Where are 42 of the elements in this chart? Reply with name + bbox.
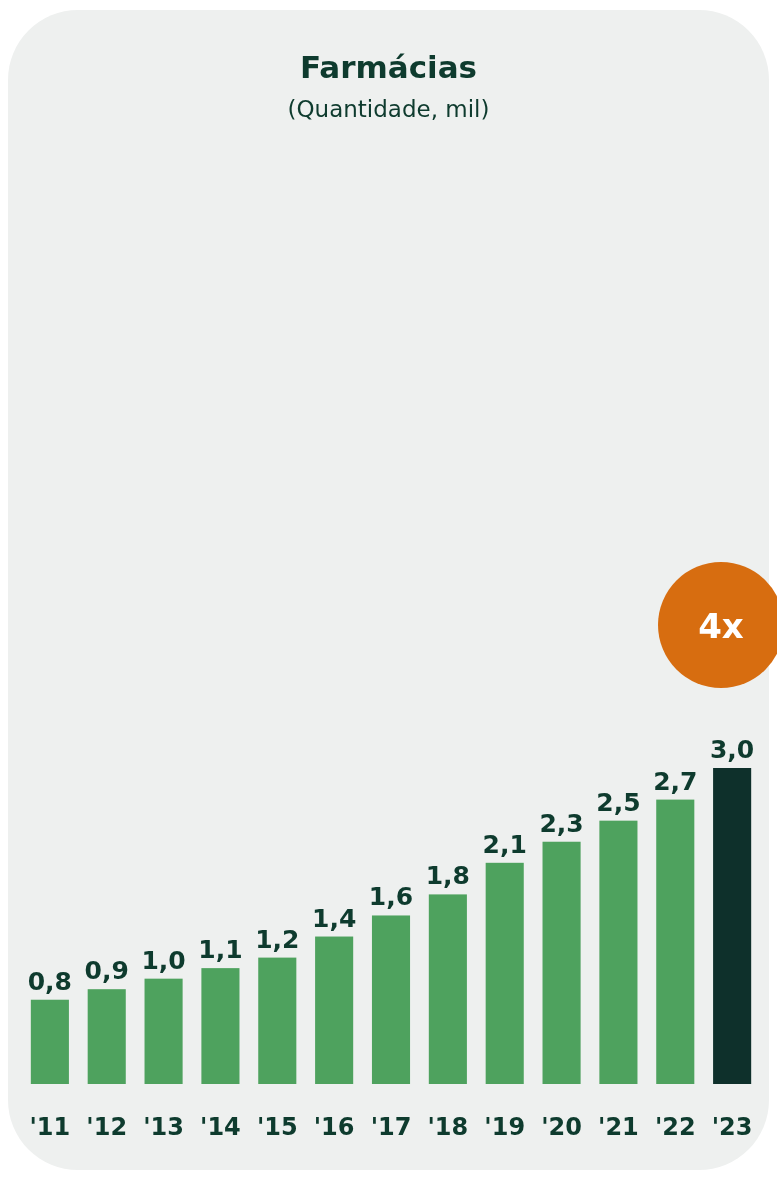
x-tick-label: '14 <box>200 1113 241 1141</box>
bar <box>713 768 752 1084</box>
x-tick-label: '19 <box>484 1113 526 1141</box>
bar <box>30 999 69 1084</box>
bar <box>485 862 524 1084</box>
x-tick-label: '17 <box>370 1113 412 1141</box>
bar <box>258 957 297 1084</box>
x-tick-label: '16 <box>313 1113 355 1141</box>
data-label: 2,5 <box>596 787 641 817</box>
data-label: 3,0 <box>709 735 755 764</box>
text: 4x <box>698 606 744 646</box>
bar <box>87 989 126 1084</box>
bar <box>599 820 638 1084</box>
data-label: 1,1 <box>198 935 243 965</box>
x-tick-label: '11 <box>29 1113 71 1141</box>
data-label: 2,3 <box>539 808 584 838</box>
data-label: 1,8 <box>425 861 470 891</box>
bar <box>656 799 695 1084</box>
x-tick-label: '23 <box>711 1113 753 1141</box>
x-tick-label: '13 <box>143 1113 184 1141</box>
data-label: 1,0 <box>141 945 186 975</box>
data-label: 1,6 <box>368 882 414 912</box>
chart-title: Farmácias <box>299 49 478 85</box>
bar <box>315 936 354 1084</box>
data-label: 2,1 <box>482 829 527 859</box>
x-tick-label: '22 <box>654 1113 696 1141</box>
x-tick-label: '12 <box>86 1113 128 1141</box>
data-label: 1,2 <box>255 924 300 954</box>
x-tick-label: '18 <box>427 1113 469 1141</box>
bar <box>428 894 467 1084</box>
chart-subtitle: (Quantidade, mil) <box>287 96 490 122</box>
data-label: 0,8 <box>27 966 73 996</box>
data-label: 0,9 <box>84 956 129 986</box>
bar <box>542 841 581 1084</box>
data-label: 2,7 <box>653 766 698 796</box>
x-tick-label: '15 <box>256 1113 298 1141</box>
bar <box>201 968 240 1084</box>
x-tick-label: '20 <box>541 1113 582 1141</box>
bar <box>144 978 183 1084</box>
data-label: 1,4 <box>312 903 357 933</box>
bar <box>371 915 411 1084</box>
x-tick-label: '21 <box>598 1113 639 1141</box>
